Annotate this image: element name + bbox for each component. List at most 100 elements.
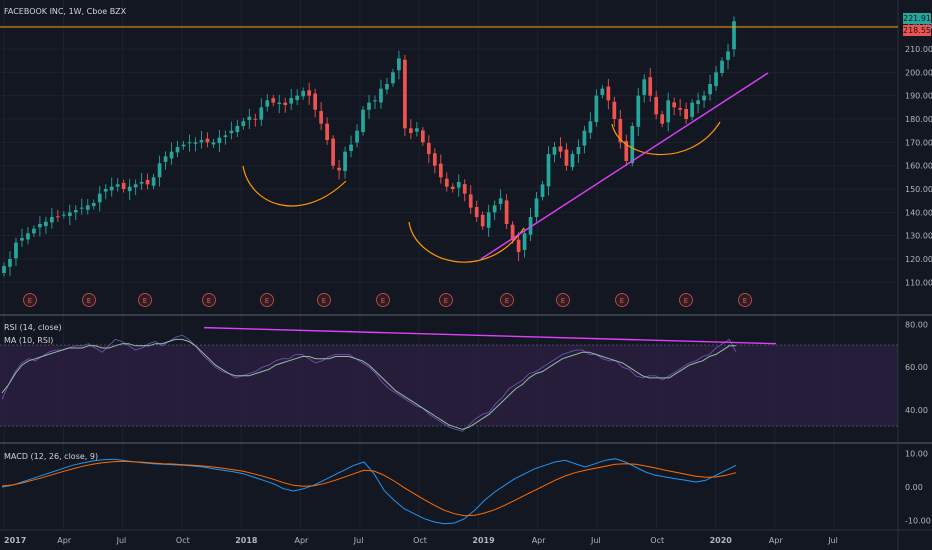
candle-body [420, 130, 425, 143]
time-axis-tick: Jul [116, 536, 127, 545]
candle-body [253, 118, 258, 120]
candle-body [612, 101, 617, 119]
rsi-line [1, 334, 737, 432]
price-axis-tick: 120.00 [905, 255, 932, 264]
candle-body [636, 95, 641, 127]
candle-body [582, 130, 587, 146]
candle-body [169, 151, 174, 159]
price-axis-tick: 170.00 [905, 138, 932, 147]
candle-body [456, 182, 461, 188]
earnings-marker [138, 293, 152, 307]
candle-body [486, 212, 491, 228]
candle-body [373, 100, 377, 102]
candle-body [498, 198, 503, 204]
candle-body [708, 84, 712, 95]
candle-body [32, 228, 36, 234]
time-axis-tick: Oct [650, 536, 664, 545]
time-axis-tick: Apr [57, 536, 72, 545]
earnings-marker [679, 293, 693, 307]
earnings-marker [556, 293, 570, 307]
candle-body [726, 51, 730, 60]
candle-body [450, 186, 455, 189]
candle-body [576, 147, 581, 154]
time-axis-tick: Jul [590, 536, 601, 545]
candle-body [379, 88, 383, 103]
candle-body [44, 221, 48, 227]
price-axis-tick: 110.00 [905, 278, 932, 287]
earnings-marker-label: E [207, 297, 211, 305]
cup-arc-1 [242, 165, 347, 207]
price-axis-tick: 190.00 [905, 92, 932, 101]
time-axis-tick: Apr [532, 536, 547, 545]
candle-body [50, 217, 54, 223]
candle-body [540, 184, 545, 197]
candle-body [61, 214, 66, 216]
candle-body [409, 128, 413, 133]
rsi-label: RSI (14, close) [4, 323, 62, 332]
candle-body [600, 88, 605, 95]
earnings-marker-label: E [743, 297, 747, 305]
candle-body [193, 142, 198, 144]
candle-body [283, 102, 288, 105]
candle-body [241, 121, 246, 126]
candle-body [666, 100, 671, 123]
time-axis-tick: 2018 [235, 536, 258, 545]
candle-body [313, 93, 318, 110]
time-axis-tick: Apr [295, 536, 310, 545]
earnings-marker-label: E [265, 297, 269, 305]
rsi-axis-tick: 40.00 [905, 406, 928, 415]
cup-arc-3 [611, 121, 721, 156]
earnings-marker-label: E [505, 297, 509, 305]
candle-body [714, 72, 718, 87]
candle-body [151, 177, 156, 186]
candle-body [265, 100, 270, 107]
candle-body [319, 111, 323, 124]
price-axis-tick: 130.00 [905, 232, 932, 241]
candle-body [163, 156, 168, 162]
candle-body [660, 114, 665, 124]
chart-title: FACEBOOK INC, 1W, Cboe BZX [4, 7, 127, 16]
candle-body [361, 109, 365, 133]
macd-label: MACD (12, 26, close, 9) [4, 452, 99, 461]
candle-body [696, 100, 700, 105]
candle-body [217, 137, 222, 144]
candle-body [307, 90, 312, 96]
earnings-marker [500, 293, 514, 307]
candle-body [546, 154, 551, 187]
candle-body [85, 205, 90, 210]
earnings-marker [439, 293, 453, 307]
macd-axis-tick: -10.00 [905, 516, 931, 525]
time-axis-tick: Oct [176, 536, 190, 545]
candle-body [684, 108, 688, 119]
candle-body [205, 138, 210, 143]
candle-body [391, 72, 395, 84]
macd-axis-tick: 0.00 [905, 483, 923, 492]
earnings-marker [23, 293, 37, 307]
candle-body [432, 153, 437, 166]
price-axis-tick: 200.00 [905, 68, 932, 77]
candle-body [79, 207, 84, 209]
candle-body [343, 151, 347, 172]
candle-body [121, 182, 126, 189]
earnings-marker-label: E [444, 297, 448, 305]
candle-body [492, 205, 497, 213]
time-axis-tick: Jul [353, 536, 364, 545]
candle-body [720, 60, 724, 74]
candle-body [678, 108, 683, 110]
candle-body [115, 184, 120, 187]
candle-body [20, 238, 24, 241]
rsi-ma-label: MA (10, RSI) [4, 336, 54, 345]
candle-body [127, 186, 132, 192]
candle-body [355, 130, 359, 143]
candle-body [468, 194, 473, 208]
candle-body [522, 233, 527, 250]
candle-body [516, 239, 521, 252]
candle-body [223, 135, 228, 137]
time-axis-tick: Oct [413, 536, 427, 545]
candle-body [271, 98, 276, 103]
candle-body [385, 84, 389, 90]
candle-body [480, 214, 485, 227]
candle-body [2, 266, 6, 273]
price-axis-tick: 180.00 [905, 115, 932, 124]
candle-body [331, 138, 335, 166]
